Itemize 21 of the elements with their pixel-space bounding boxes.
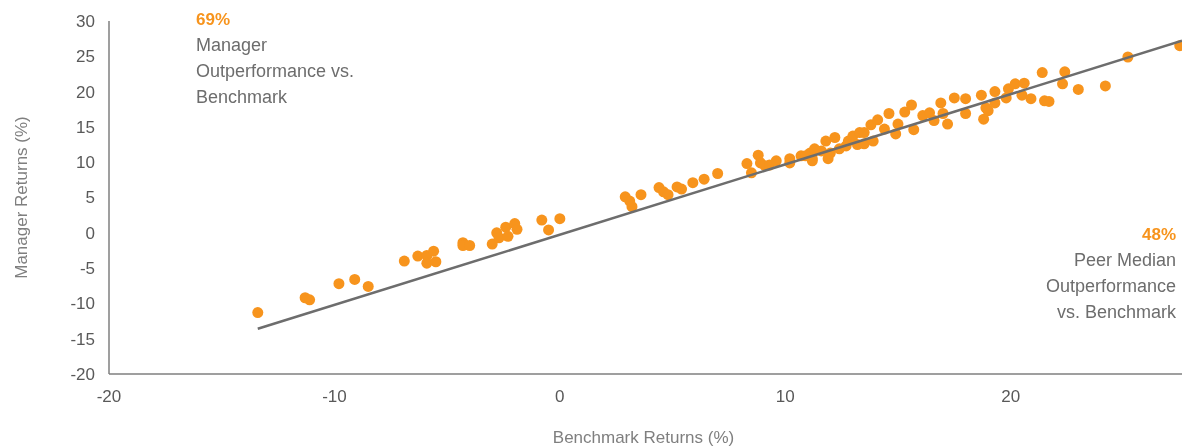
x-tick-label: 10	[775, 387, 795, 406]
y-tick-label: 15	[76, 117, 95, 137]
x-tick-label: 20	[1001, 387, 1021, 406]
y-tick-label: 0	[85, 223, 95, 243]
y-tick-label: 20	[76, 82, 95, 102]
y-tick-label: -20	[70, 364, 95, 384]
y-tick-label: 30	[76, 11, 95, 31]
annotation: Manager Outperformance vs. Benchmark	[196, 35, 355, 107]
y-tick-label: -10	[70, 294, 95, 314]
x-axis-title: Benchmark Returns (%)	[552, 428, 735, 447]
y-tick-label: 10	[76, 153, 95, 173]
annotation: 69%	[196, 10, 231, 29]
y-tick-label: -15	[70, 329, 95, 349]
x-tick-label: -10	[322, 387, 347, 406]
y-tick-label: 25	[76, 47, 95, 67]
annotation: 48%	[1141, 225, 1176, 244]
x-tick-label: 0	[555, 387, 565, 406]
annotation: Peer Median Outperformance vs. Benchmark	[1045, 250, 1177, 322]
y-tick-label: 5	[85, 188, 95, 208]
y-tick-label: -5	[79, 259, 95, 279]
y-axis-title: Manager Returns (%)	[12, 116, 31, 279]
